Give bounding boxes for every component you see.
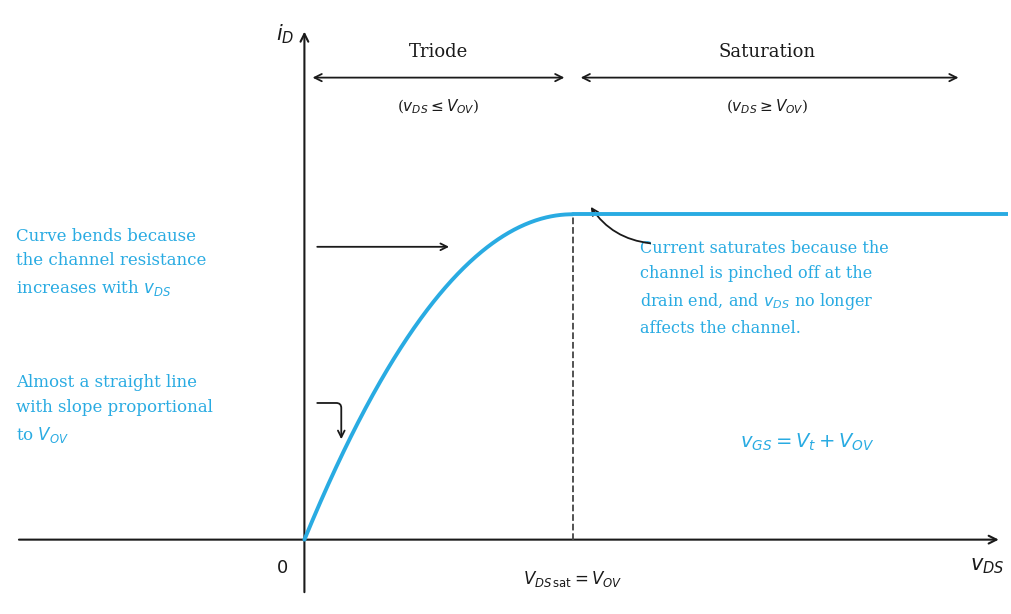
Text: $v_{GS} = V_t + V_{OV}$: $v_{GS} = V_t + V_{OV}$ bbox=[740, 432, 875, 453]
Text: Curve bends because
the channel resistance
increases with $v_{DS}$: Curve bends because the channel resistan… bbox=[16, 228, 206, 298]
Text: ($v_{DS} \geq V_{OV}$): ($v_{DS} \geq V_{OV}$) bbox=[726, 97, 808, 115]
Text: $V_{DS\,\mathrm{sat}} = V_{OV}$: $V_{DS\,\mathrm{sat}} = V_{OV}$ bbox=[523, 569, 622, 589]
Text: Triode: Triode bbox=[408, 44, 468, 61]
Text: ($v_{DS} \leq V_{OV}$): ($v_{DS} \leq V_{OV}$) bbox=[397, 97, 479, 115]
Text: 0: 0 bbox=[276, 559, 288, 577]
Text: $i_D$: $i_D$ bbox=[276, 22, 294, 46]
Text: Saturation: Saturation bbox=[719, 44, 816, 61]
Text: Almost a straight line
with slope proportional
to $V_{OV}$: Almost a straight line with slope propor… bbox=[16, 374, 213, 445]
Text: $v_{DS}$: $v_{DS}$ bbox=[971, 556, 1005, 576]
Text: Current saturates because the
channel is pinched off at the
drain end, and $v_{D: Current saturates because the channel is… bbox=[640, 240, 889, 337]
